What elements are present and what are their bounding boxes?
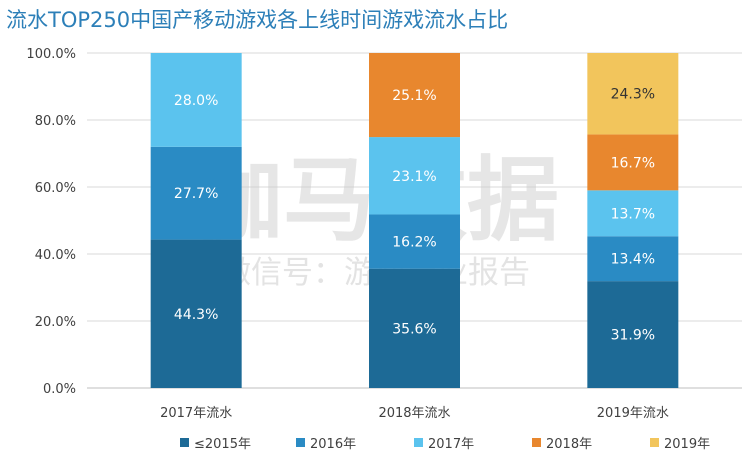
legend-label: 2017年	[428, 437, 474, 452]
y-tick-label: 40.0%	[35, 248, 76, 263]
data-label: 35.6%	[392, 321, 436, 337]
bar-segment	[587, 134, 679, 191]
legend-swatch	[180, 438, 189, 447]
chart-title: 流水TOP250中国产移动游戏各上线时间游戏流水占比	[6, 8, 509, 32]
legend-swatch	[414, 438, 423, 447]
data-label: 13.4%	[611, 252, 655, 268]
data-label: 27.7%	[174, 186, 218, 202]
y-tick-label: 20.0%	[35, 315, 76, 330]
bar-segment	[369, 268, 460, 388]
data-label: 31.9%	[611, 328, 655, 344]
y-tick-label: 80.0%	[35, 114, 76, 129]
y-axis: 0.0% 20.0% 40.0% 60.0% 80.0% 100.0%	[26, 47, 76, 397]
data-label: 24.3%	[611, 87, 655, 103]
y-tick-label: 0.0%	[43, 382, 76, 397]
y-tick-label: 100.0%	[26, 47, 76, 62]
legend-swatch	[650, 438, 659, 447]
legend-label: ≤2015年	[194, 437, 251, 452]
data-label: 28.0%	[174, 93, 218, 109]
y-tick-label: 60.0%	[35, 181, 76, 196]
bar-segment	[587, 53, 679, 135]
bar-segment	[369, 137, 460, 215]
x-tick-label: 2018年流水	[378, 406, 450, 421]
bar-segment	[150, 239, 242, 388]
legend-swatch	[532, 438, 541, 447]
bars: 44.3% 27.7% 28.0% 35.6% 16.2% 23.1% 25.1% 31.9%…	[150, 53, 679, 388]
legend-label: 2016年	[310, 437, 356, 452]
legend-label: 2019年	[664, 437, 710, 452]
data-label: 25.1%	[392, 88, 436, 104]
bar-segment	[587, 190, 679, 237]
bar-segment	[369, 214, 460, 269]
bar-segment	[587, 281, 679, 388]
data-label: 13.7%	[611, 206, 655, 222]
data-label: 16.2%	[392, 235, 436, 251]
data-label: 44.3%	[174, 307, 218, 323]
bar-segment	[150, 53, 242, 147]
bar-segment	[369, 53, 460, 138]
bar-segment	[150, 146, 242, 240]
legend: ≤2015年 2016年 2017年 2018年 2019年	[180, 437, 710, 452]
data-label: 23.1%	[392, 169, 436, 185]
x-tick-label: 2019年流水	[597, 406, 669, 421]
x-tick-label: 2017年流水	[160, 406, 232, 421]
data-label: 16.7%	[611, 155, 655, 171]
legend-label: 2018年	[546, 437, 592, 452]
x-axis: 2017年流水 2018年流水 2019年流水	[160, 406, 669, 421]
bar-segment	[587, 236, 679, 282]
legend-swatch	[296, 438, 305, 447]
